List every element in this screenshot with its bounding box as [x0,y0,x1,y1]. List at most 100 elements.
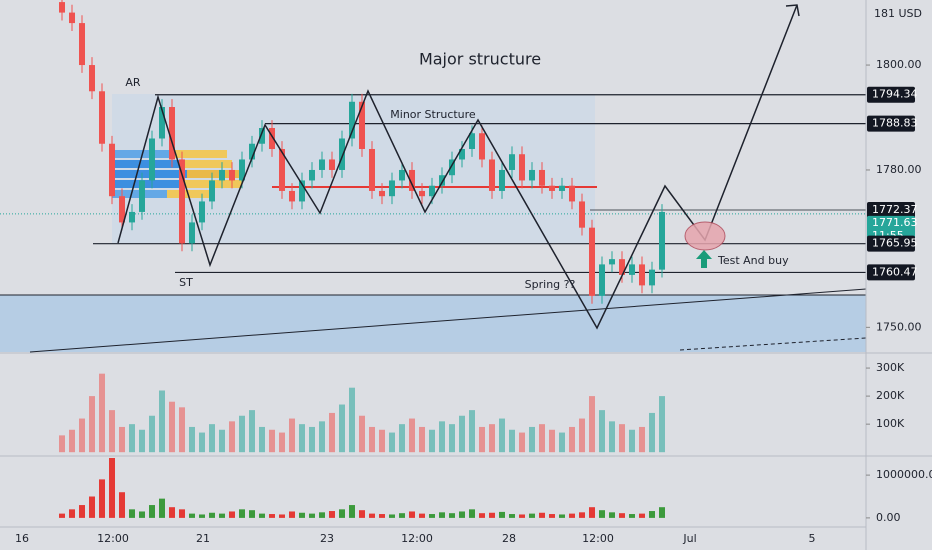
candle-body [399,169,405,181]
indicator-bar [499,511,505,518]
candle-body [209,180,215,202]
volume-bar [69,429,75,453]
candle-body [569,185,575,202]
volume-bar [489,424,495,453]
indicator-bar [129,509,135,518]
volume-bar [499,418,505,453]
indicator-bar [69,509,75,518]
arrow-head [785,4,800,17]
indicator-bar [599,510,605,518]
indicator-bar [479,513,485,518]
candle-body [589,227,595,296]
candle-body [79,23,85,66]
indicator-bar [579,512,585,518]
indicator-bar [559,514,565,518]
volume-bar [469,410,475,453]
zigzag-projection [117,4,798,330]
indicator-bar [169,507,175,518]
volume-bar [339,404,345,453]
x-tick-label: 23 [320,532,334,545]
candle-body [619,259,625,275]
candle-body [169,107,175,160]
volume-bar [79,418,85,453]
candle-body [279,148,285,191]
indicator-bar [219,513,225,518]
indicator-bar [649,511,655,518]
indicator-bar [509,514,515,518]
volume-bar [189,426,195,453]
indicator-bar [79,505,85,518]
candle-body [479,133,485,160]
candle-body [639,264,645,286]
indicator-bar [329,511,335,518]
candle-body [459,148,465,160]
indicator-bar [289,511,295,518]
volume-bar [59,435,65,453]
indicator-bar [519,514,525,518]
volume-bar [409,418,415,453]
candle-body [579,201,585,228]
candle-body [369,148,375,191]
price-badge [867,201,915,218]
candle-body [259,128,265,144]
volume-bar [659,396,665,453]
candle-body [219,169,225,181]
annotation: ST [179,276,193,289]
price-badge-label: 1760.47 [872,265,918,278]
candle-body [179,159,185,244]
candle-body [549,185,555,191]
volume-bar [309,426,315,453]
volume-bar [299,424,305,453]
candle-body [189,222,195,244]
volume-bar [379,429,385,453]
volume-bar [449,424,455,453]
candle-body [59,2,65,13]
y-tick-label: 1000000.00 [876,468,932,481]
candle-body [659,211,665,270]
candle-body [239,159,245,181]
volume-bar [479,426,485,453]
y-tick-label: 0.00 [876,511,901,524]
candle-body [439,175,445,186]
indicator-bar [189,513,195,518]
indicator-bar [59,513,65,518]
buy-arrow [696,250,712,268]
candle-body [289,190,295,202]
candle-body [119,196,125,223]
volume-bar [419,426,425,453]
volume-bar [519,432,525,453]
indicator-bar [309,513,315,518]
volume-bar [649,412,655,453]
indicator-bar [409,511,415,518]
indicator-bar [619,513,625,518]
candle-body [649,269,655,286]
price-badge-label: 1794.34 [872,88,918,101]
price-badge-label: 1772.37 [872,203,918,216]
indicator-bar [259,513,265,518]
x-tick-label: Jul [682,532,696,545]
volume-bar [589,396,595,453]
y-tick-label: 100K [876,417,905,430]
volume-bar [149,415,155,453]
volume-bar [579,418,585,453]
volume-bar [549,429,555,453]
indicator-bar [159,498,165,518]
volume-bar [399,424,405,453]
indicator-bar [339,509,345,518]
indicator-bar [379,514,385,518]
x-tick-label: 28 [502,532,516,545]
volume-bar [559,432,565,453]
volume-bar [229,421,235,453]
volume-bar [119,426,125,453]
indicator-bar [149,505,155,518]
volume-bar [639,426,645,453]
indicator-bar [449,513,455,518]
candle-body [109,143,115,197]
volume-bar [539,424,545,453]
candle-body [469,133,475,149]
volume-bar [439,421,445,453]
candle-body [529,169,535,181]
volume-bar [459,415,465,453]
x-tick-label: 12:00 [582,532,614,545]
